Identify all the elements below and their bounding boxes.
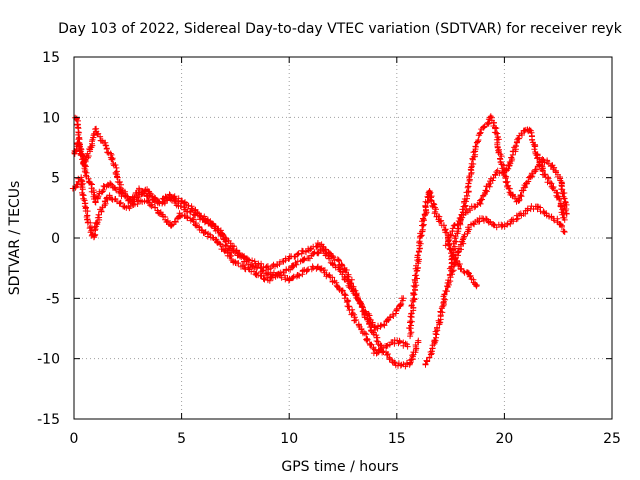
- x-tick-label: 0: [70, 431, 79, 447]
- grid: [74, 57, 612, 419]
- y-axis: -15 -10 -5 0 5 10 15: [37, 50, 612, 428]
- y-tick-label: 5: [51, 171, 60, 187]
- plus-markers: [442, 126, 568, 249]
- y-tick-label: -10: [37, 352, 60, 368]
- x-tick-label: 20: [495, 431, 513, 447]
- x-tick-label: 5: [177, 431, 186, 447]
- data-points: [69, 113, 570, 370]
- y-tick-label: 0: [51, 231, 60, 247]
- y-tick-label: 10: [42, 110, 60, 126]
- y-tick-label: 15: [42, 50, 60, 66]
- plus-markers: [69, 174, 411, 357]
- plus-markers: [446, 113, 570, 272]
- plus-markers: [422, 203, 568, 368]
- plus-markers: [72, 114, 422, 370]
- x-axis: 0 5 10 15 20 25: [70, 57, 621, 447]
- series-track-7: [442, 126, 568, 249]
- y-tick-label: -15: [37, 412, 60, 428]
- plus-markers: [71, 139, 407, 333]
- x-tick-label: 25: [603, 431, 621, 447]
- y-axis-label: SDTVAR / TECUs: [7, 181, 23, 296]
- series-track-1: [71, 139, 407, 333]
- chart-title: Day 103 of 2022, Sidereal Day-to-day VTE…: [58, 21, 623, 37]
- series-track-2: [69, 174, 411, 357]
- y-tick-label: -5: [46, 291, 60, 307]
- series-track-6: [446, 113, 570, 272]
- x-axis-label: GPS time / hours: [281, 459, 398, 475]
- x-tick-label: 10: [280, 431, 298, 447]
- series-track-3: [72, 114, 422, 370]
- series-track-5: [422, 203, 568, 368]
- x-tick-label: 15: [388, 431, 406, 447]
